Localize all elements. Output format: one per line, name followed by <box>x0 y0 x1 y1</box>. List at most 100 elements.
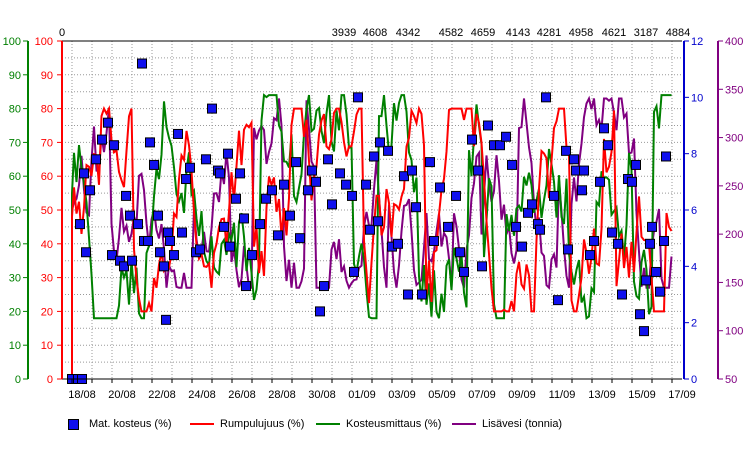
data-point <box>435 182 445 193</box>
legend-label: Mat. kosteus (%) <box>89 418 172 430</box>
y-axis-left-inner-tick-label: 90 <box>41 70 53 82</box>
legend-label: Kosteusmittaus (%) <box>346 418 442 430</box>
data-point <box>267 185 277 196</box>
data-point <box>563 244 573 255</box>
data-point <box>153 210 163 221</box>
data-point <box>341 179 351 190</box>
y-axis-right-inner-tick-label: 10 <box>691 92 703 104</box>
data-point <box>185 162 195 173</box>
data-point <box>239 213 249 224</box>
data-point <box>483 120 493 131</box>
data-point <box>661 151 671 162</box>
y-axis-left-outer-tick-label: 20 <box>9 306 21 318</box>
data-point <box>425 157 435 168</box>
data-point <box>569 154 579 165</box>
data-point <box>585 250 595 261</box>
data-point <box>241 281 251 292</box>
data-point <box>399 171 409 182</box>
data-point <box>527 199 537 210</box>
top-axis-label: 4621 <box>602 27 626 39</box>
data-point <box>279 179 289 190</box>
data-point <box>79 168 89 179</box>
x-axis-tick-label: 28/08 <box>268 389 296 401</box>
data-point <box>627 176 637 187</box>
data-point <box>393 238 403 249</box>
data-point <box>443 221 453 232</box>
data-point <box>169 250 179 261</box>
data-point <box>549 190 559 201</box>
data-point <box>291 157 301 168</box>
data-point <box>383 145 393 156</box>
data-point <box>373 216 383 227</box>
data-point <box>361 179 371 190</box>
legend-item-rumpulujuus: Rumpulujuus (%) <box>190 414 304 434</box>
data-point <box>143 235 153 246</box>
data-point <box>365 224 375 235</box>
x-axis-tick-label: 13/09 <box>588 389 616 401</box>
data-point <box>181 174 191 185</box>
data-point <box>273 230 283 241</box>
y-axis-right-outer-tick-label: 50 <box>725 374 737 386</box>
y-axis-left-outer-tick-label: 40 <box>9 239 21 251</box>
data-point <box>75 219 85 230</box>
y-axis-left-outer-tick-label: 60 <box>9 171 21 183</box>
data-point <box>85 185 95 196</box>
data-point <box>127 255 137 266</box>
data-point <box>617 289 627 300</box>
data-point <box>647 221 657 232</box>
x-axis-tick-label: 18/08 <box>68 389 96 401</box>
x-axis-tick-label: 05/09 <box>428 389 456 401</box>
data-point <box>215 168 225 179</box>
data-point <box>247 250 257 261</box>
data-point <box>403 289 413 300</box>
y-axis-left-inner-tick-label: 80 <box>41 104 53 116</box>
data-point <box>295 233 305 244</box>
data-point <box>459 266 469 277</box>
data-point <box>353 92 363 103</box>
y-axis-left-inner-tick-label: 20 <box>41 306 53 318</box>
axes: 0102030405060708090100010203040506070809… <box>3 27 744 401</box>
y-axis-left-inner-tick-label: 40 <box>41 239 53 251</box>
legend: Mat. kosteus (%) Rumpulujuus (%) Kosteus… <box>68 414 628 434</box>
x-axis-tick-label: 09/09 <box>508 389 536 401</box>
data-point <box>81 247 91 258</box>
data-point <box>641 275 651 286</box>
y-axis-left-outer-tick-label: 0 <box>15 374 21 386</box>
y-axis-right-inner-tick-label: 2 <box>691 318 697 330</box>
data-point <box>303 185 313 196</box>
data-point <box>155 247 165 258</box>
legend-label: Lisävesi (tonnia) <box>482 418 563 430</box>
data-point <box>195 244 205 255</box>
data-point <box>261 193 271 204</box>
data-point <box>635 309 645 320</box>
data-point <box>589 235 599 246</box>
x-axis-tick-label: 07/09 <box>468 389 496 401</box>
y-axis-right-outer-tick-label: 300 <box>725 133 743 145</box>
data-point <box>523 207 533 218</box>
data-point <box>613 238 623 249</box>
data-point <box>541 92 551 103</box>
data-point <box>107 250 117 261</box>
data-point <box>477 261 487 272</box>
data-point <box>307 165 317 176</box>
y-axis-left-inner-tick-label: 0 <box>47 374 53 386</box>
x-axis-tick-label: 30/08 <box>308 389 336 401</box>
legend-line-icon <box>452 423 476 425</box>
data-point <box>163 227 173 238</box>
y-axis-left-outer-tick-label: 30 <box>9 273 21 285</box>
top-axis-label: 3939 <box>332 27 356 39</box>
data-point <box>651 266 661 277</box>
data-point <box>639 326 649 337</box>
y-axis-left-outer-tick-label: 100 <box>3 36 21 48</box>
data-point <box>125 210 135 221</box>
y-axis-left-inner-tick-label: 100 <box>35 36 53 48</box>
data-point <box>97 134 107 145</box>
data-point <box>255 219 265 230</box>
top-axis-label: 4143 <box>506 27 530 39</box>
data-point <box>103 117 113 128</box>
top-axis-label: 0 <box>59 27 65 39</box>
top-axis-label: 4884 <box>666 27 690 39</box>
data-point <box>159 261 169 272</box>
y-axis-left-outer-tick-label: 80 <box>9 104 21 116</box>
data-point <box>579 165 589 176</box>
